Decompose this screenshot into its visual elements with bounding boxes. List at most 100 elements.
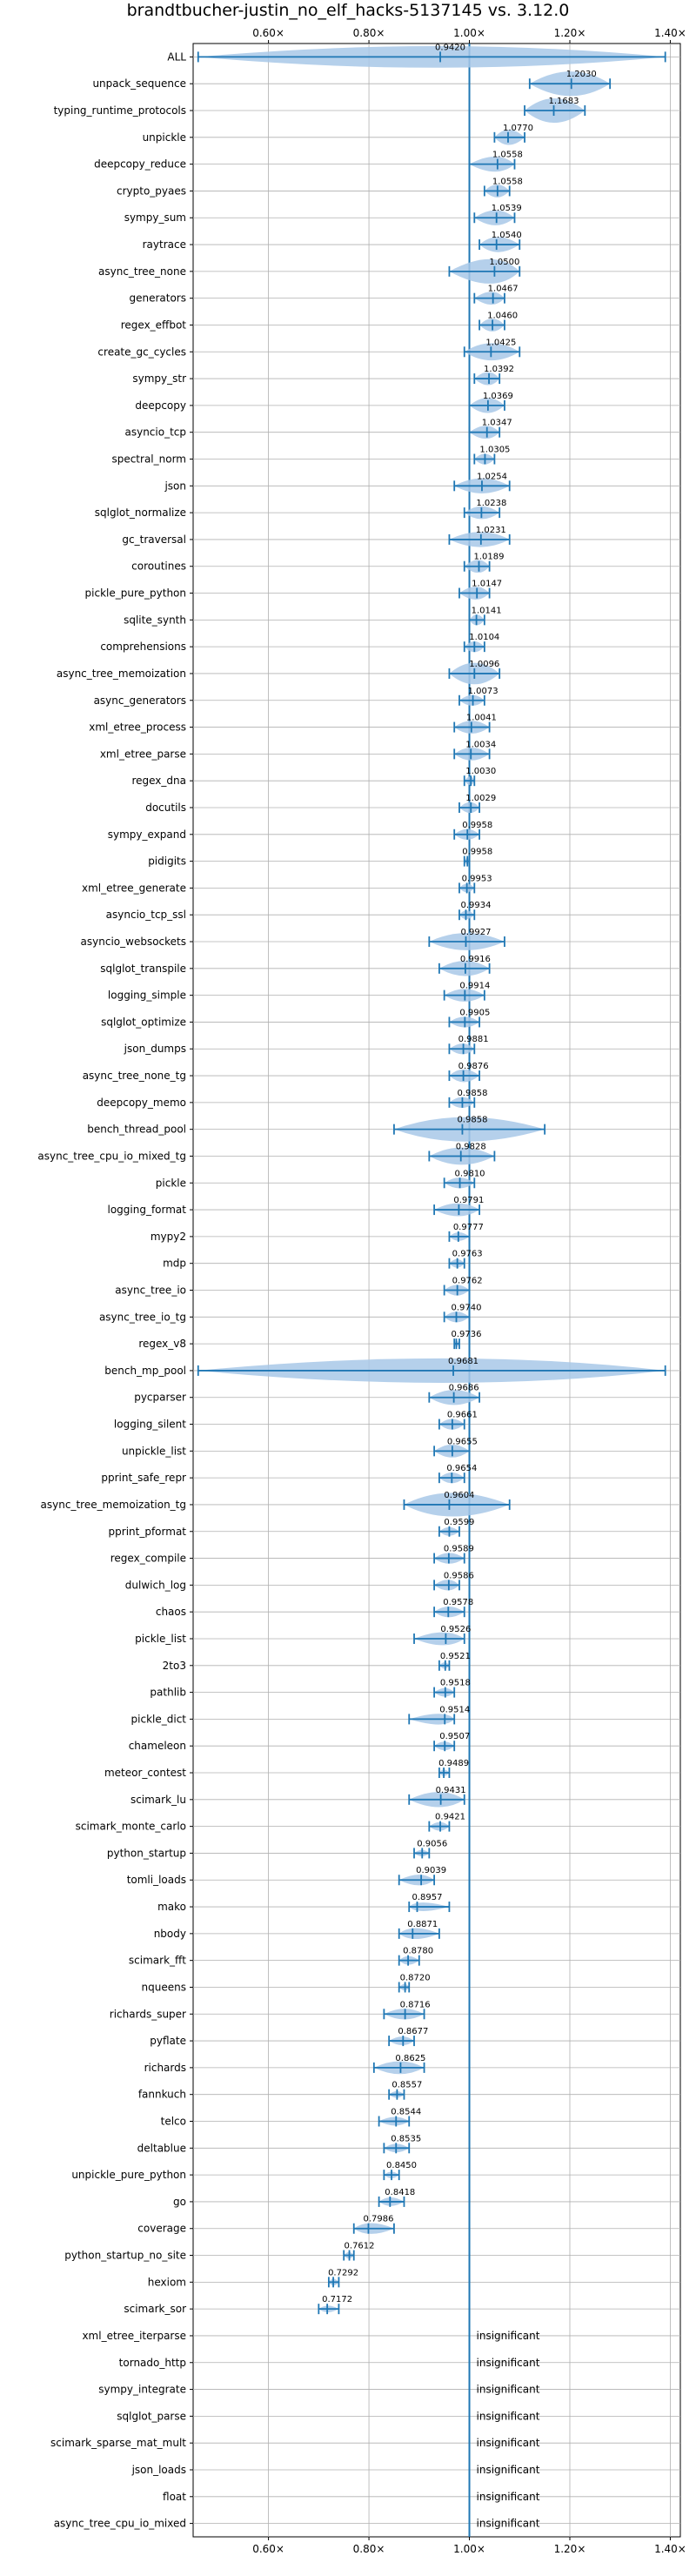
value-label: 0.9521 <box>440 1652 471 1661</box>
benchmark-label: regex_effbot <box>121 319 187 331</box>
value-label: 1.0540 <box>492 231 522 240</box>
benchmark-label: sqlite_synth <box>124 614 186 626</box>
benchmark-label: async_tree_io_tg <box>99 1311 186 1323</box>
benchmark-label: ALL <box>167 50 186 63</box>
value-label: 0.7292 <box>328 2268 358 2277</box>
benchmark-label: crypto_pyaes <box>117 184 186 197</box>
benchmark-label: pycparser <box>134 1392 186 1404</box>
benchmark-label: 2to3 <box>163 1660 186 1672</box>
benchmark-label: regex_dna <box>131 775 186 787</box>
benchmark-label: xml_etree_generate <box>82 882 186 894</box>
benchmark-label: scimark_sparse_mat_mult <box>50 2437 186 2449</box>
insignificant-label: insignificant <box>477 2518 540 2530</box>
value-label: 1.0096 <box>469 660 499 669</box>
benchmark-label: async_tree_none_tg <box>83 1070 186 1082</box>
value-label: 0.9791 <box>453 1196 484 1205</box>
value-label: 1.0030 <box>465 767 496 776</box>
benchmark-label: pickle_pure_python <box>85 587 186 600</box>
value-label: 0.9661 <box>447 1411 478 1420</box>
value-label: 0.8871 <box>407 1920 438 1929</box>
value-label: 1.1683 <box>549 97 579 106</box>
benchmark-label: mypy2 <box>151 1231 186 1243</box>
benchmark-label: richards_super <box>110 2008 186 2020</box>
value-label: 0.8720 <box>400 1973 431 1982</box>
value-label: 0.9905 <box>459 1008 490 1017</box>
benchmark-label: asyncio_websockets <box>81 936 186 948</box>
benchmark-label: sympy_expand <box>108 828 186 841</box>
x-tick-label-bottom: 1.00× <box>453 2543 485 2555</box>
x-tick-label-top: 1.20× <box>554 27 586 39</box>
benchmark-label: gc_traversal <box>122 533 186 546</box>
value-label: 1.0104 <box>469 633 499 642</box>
value-label: 0.9599 <box>444 1518 474 1527</box>
benchmark-label: python_startup_no_site <box>64 2250 186 2262</box>
value-label: 0.9934 <box>460 901 491 910</box>
value-label: 0.8625 <box>395 2054 425 2063</box>
value-label: 0.8557 <box>392 2081 422 2090</box>
value-label: 0.9762 <box>452 1277 483 1286</box>
benchmark-label: xml_etree_iterparse <box>82 2330 186 2342</box>
value-label: 1.0392 <box>484 365 514 374</box>
x-tick-label-top: 0.80× <box>353 27 385 39</box>
x-tick-label-top: 1.40× <box>654 27 686 39</box>
value-label: 1.0141 <box>472 606 502 615</box>
benchmark-label: tomli_loads <box>127 1874 186 1886</box>
benchmark-label: hexiom <box>148 2276 186 2288</box>
benchmark-label: python_startup <box>107 1847 186 1859</box>
benchmark-label: regex_compile <box>110 1553 186 1565</box>
benchmark-label: raytrace <box>143 238 186 251</box>
value-label: 0.9039 <box>416 1866 446 1875</box>
benchmark-label: richards <box>144 2062 186 2074</box>
benchmark-label: unpickle_list <box>122 1445 186 1457</box>
benchmark-label: deltablue <box>137 2142 186 2154</box>
value-label: 1.0770 <box>503 124 533 133</box>
value-label: 0.9736 <box>452 1330 482 1339</box>
value-label: 0.8957 <box>412 1893 442 1902</box>
benchmark-label: async_generators <box>94 694 186 707</box>
benchmark-label: coroutines <box>131 560 186 573</box>
benchmark-label: pathlib <box>150 1687 186 1699</box>
value-label: 0.9507 <box>439 1732 470 1741</box>
value-label: 1.0305 <box>479 446 510 455</box>
benchmark-label: unpack_sequence <box>92 77 186 90</box>
value-label: 1.0558 <box>492 177 523 186</box>
x-tick-label-top: 0.60× <box>252 27 284 39</box>
benchmark-label: scimark_fft <box>129 1955 186 1967</box>
value-label: 0.8418 <box>385 2188 415 2197</box>
value-label: 1.0029 <box>465 794 496 803</box>
benchmark-label: docutils <box>145 802 186 814</box>
value-label: 0.9876 <box>458 1062 489 1071</box>
insignificant-label: insignificant <box>477 2357 540 2369</box>
benchmark-label: scimark_lu <box>130 1794 186 1806</box>
value-label: 0.9589 <box>444 1545 474 1554</box>
value-label: 1.0558 <box>492 151 523 160</box>
value-label: 0.9916 <box>460 955 491 964</box>
value-label: 0.9514 <box>439 1705 470 1714</box>
benchmark-label: json_loads <box>131 2464 186 2476</box>
insignificant-label: insignificant <box>477 2464 540 2476</box>
value-label: 1.0539 <box>492 204 522 213</box>
benchmark-label: async_tree_memoization_tg <box>41 1499 186 1511</box>
benchmark-label: nbody <box>154 1928 186 1940</box>
value-label: 0.9654 <box>446 1464 477 1473</box>
value-label: 0.8780 <box>403 1947 433 1956</box>
value-label: 0.9586 <box>444 1571 474 1580</box>
chart-title: brandtbucher-justin_no_elf_hacks-5137145… <box>126 1 570 20</box>
benchmark-label: json <box>164 480 186 492</box>
value-label: 0.9489 <box>438 1759 469 1768</box>
benchmark-label: pidigits <box>148 855 186 868</box>
benchmark-label: regex_v8 <box>138 1338 186 1350</box>
value-label: 0.9681 <box>448 1357 478 1366</box>
benchmark-label: mako <box>157 1901 186 1913</box>
benchmark-label: typing_runtime_protocols <box>54 104 186 117</box>
value-label: 1.0041 <box>466 714 497 723</box>
benchmark-label: async_tree_io <box>115 1285 186 1297</box>
benchmark-label: chameleon <box>129 1740 186 1752</box>
benchmark-label: sympy_integrate <box>98 2384 186 2396</box>
value-label: 0.9777 <box>453 1223 484 1232</box>
benchmark-label: sympy_sum <box>124 211 186 224</box>
benchmark-label: comprehensions <box>100 641 186 653</box>
value-label: 1.0425 <box>485 338 516 347</box>
benchmark-label: deepcopy_memo <box>97 1097 186 1109</box>
value-label: 0.9881 <box>458 1035 489 1044</box>
